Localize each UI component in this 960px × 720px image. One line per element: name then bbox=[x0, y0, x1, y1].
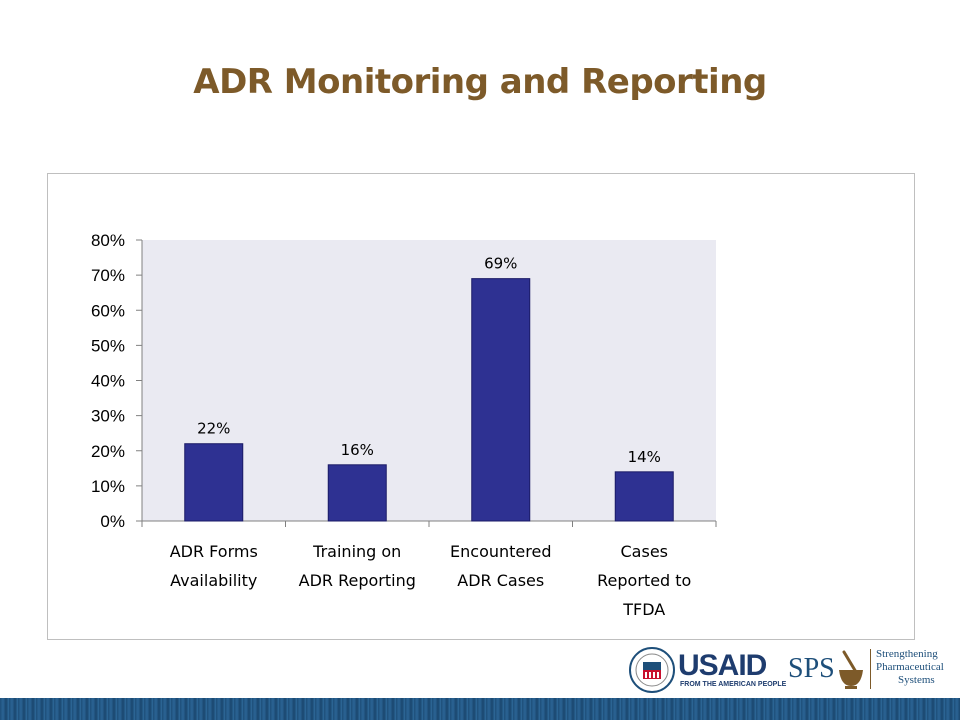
bar bbox=[327, 464, 387, 522]
y-tick-label: 10% bbox=[91, 477, 125, 496]
x-category-label: TFDA bbox=[622, 600, 665, 619]
slide-title: ADR Monitoring and Reporting bbox=[193, 62, 767, 102]
bar bbox=[614, 471, 674, 522]
usaid-seal-icon bbox=[629, 647, 675, 693]
y-tick-label: 70% bbox=[91, 266, 125, 285]
usaid-tagline: FROM THE AMERICAN PEOPLE bbox=[680, 681, 787, 688]
data-label: 22% bbox=[197, 420, 230, 438]
data-label: 14% bbox=[628, 448, 661, 466]
logo-divider bbox=[870, 649, 871, 689]
sps-line-1: Strengthening bbox=[876, 648, 938, 660]
sps-line-3: Systems bbox=[898, 674, 935, 686]
x-category-label: ADR Reporting bbox=[299, 571, 416, 590]
chart-frame: 0% 10% 20% 30% 40% 50% 60% 70% 80% 22% ADR Forms Av… bbox=[47, 173, 915, 640]
bar bbox=[471, 278, 531, 522]
data-label: 69% bbox=[484, 255, 517, 273]
y-tick-label: 40% bbox=[91, 372, 125, 391]
y-tick-label: 0% bbox=[100, 512, 125, 531]
x-category-label: ADR Forms bbox=[170, 542, 258, 561]
x-category-label: Training on bbox=[312, 542, 401, 561]
logo-strip: USAID FROM THE AMERICAN PEOPLE SPS Stren… bbox=[628, 645, 958, 695]
y-tick-label: 30% bbox=[91, 407, 125, 426]
x-category-label: Encountered bbox=[450, 542, 551, 561]
x-category-label: Reported to bbox=[597, 571, 691, 590]
x-category-label: Cases bbox=[621, 542, 669, 561]
bar bbox=[184, 443, 244, 522]
y-tick-label: 60% bbox=[91, 301, 125, 320]
footer-band bbox=[0, 698, 960, 720]
mortar-pestle-icon bbox=[839, 650, 863, 689]
data-label: 16% bbox=[341, 441, 374, 459]
y-tick-label: 50% bbox=[91, 336, 125, 355]
usaid-logo-text: USAID bbox=[678, 649, 767, 682]
sps-logo-text: SPS bbox=[788, 653, 835, 684]
y-tick-label: 20% bbox=[91, 442, 125, 461]
sps-full-name: Strengthening Pharmaceutical Systems bbox=[876, 648, 944, 687]
x-category-label: Availability bbox=[170, 571, 257, 590]
y-tick-label: 80% bbox=[91, 231, 125, 250]
sps-line-2: Pharmaceutical bbox=[876, 661, 944, 673]
bar-chart: 0% 10% 20% 30% 40% 50% 60% 70% 80% 22% ADR Forms Av… bbox=[91, 231, 717, 619]
x-category-label: ADR Cases bbox=[457, 571, 544, 590]
